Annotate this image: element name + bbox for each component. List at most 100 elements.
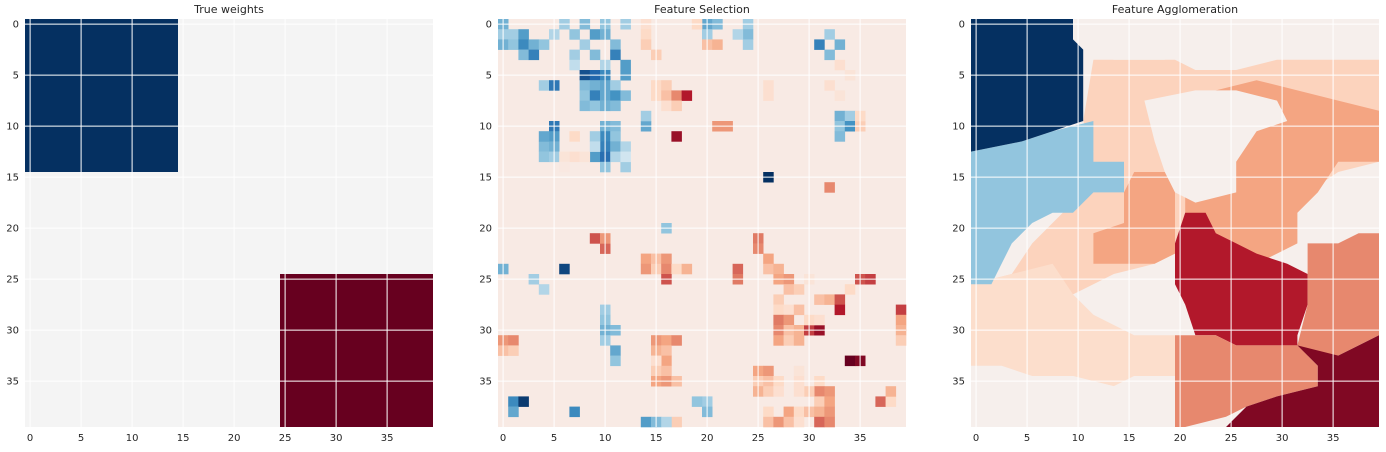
heatmap-cell [793,284,805,295]
x-tick-label: 20 [701,433,714,444]
y-tick-label: 0 [13,20,19,31]
heatmap-panel: 0 5 10 15 20 25 30 35 0 5 10 15 20 25 30 35 Feature Sele… [479,3,907,444]
heatmap-cell [875,396,886,407]
cluster-region [1297,233,1379,356]
heatmap-cell [671,90,682,101]
x-tick-label: 30 [1276,433,1289,444]
cluster-region [1073,19,1165,60]
heatmap-cell [844,355,856,367]
y-tick-label: 30 [6,326,19,337]
heatmap-cell [508,29,519,40]
heatmap-cell [538,284,550,295]
x-tick-label: 25 [1225,433,1238,444]
heatmap-cell [661,416,672,428]
x-tick-label: 15 [1123,433,1136,444]
heatmap-cell [691,396,703,407]
heatmap-cell [589,90,601,101]
x-tick-label: 20 [228,433,241,444]
heatmap-cell [518,29,529,40]
heatmap-cell [773,314,784,326]
x-tick-label: 5 [78,433,84,444]
heatmap-cell [732,29,744,40]
x-tick-label: 35 [854,433,867,444]
heatmap-cell [569,151,580,163]
heatmap-background [498,19,906,427]
heatmap-cell [508,39,519,50]
y-tick-label: 25 [952,275,965,286]
heatmap-cell [783,335,795,346]
x-tick-label: 35 [1327,433,1340,444]
heatmap-cell [518,396,529,407]
heatmap-cell [610,131,621,142]
heatmap-cell [538,131,550,142]
cluster-region [971,121,1124,285]
heatmap-cell [834,294,846,305]
y-tick-label: 20 [6,224,19,235]
heatmap-cell [885,396,897,407]
heatmap-cell [773,416,784,428]
heatmap-cell [538,151,550,163]
heatmap-cell [763,80,774,91]
heatmap-cell [834,131,846,142]
heatmap-cell [824,294,835,305]
heatmap-cell [640,29,652,40]
heatmap-cell [589,80,601,91]
heatmap-cell [589,131,601,142]
heatmap-cell [844,110,856,122]
heatmap-cell [508,335,519,346]
heatmap-cell [610,49,621,61]
heatmap-cell [773,304,784,316]
heatmap-cell [610,90,621,101]
heatmap-cell [773,294,784,305]
heatmap-cell [661,100,672,112]
heatmap-cell [814,416,825,428]
heatmap-cell [640,416,652,428]
heatmap-cell [508,396,519,407]
heatmap-cell [661,355,672,367]
heatmap-cell [824,396,835,407]
heatmap-cell [783,406,795,418]
heatmap-cell [681,263,693,275]
heatmap-cell [763,263,774,275]
x-tick-label: 5 [551,433,557,444]
heatmap-cell [569,29,580,40]
y-tick-label: 35 [479,377,492,388]
heatmap-cell [793,365,805,377]
heatmap-cell [579,100,591,112]
heatmap-cell [824,80,835,91]
heatmap-cell [773,386,784,397]
heatmap-cell [783,304,795,316]
heatmap-cell [773,263,784,275]
heatmap-cell [814,406,825,418]
heatmap-cell [528,39,540,50]
heatmap-cell [793,304,805,316]
x-tick-label: 15 [650,433,663,444]
y-tick-label: 0 [959,20,965,31]
heatmap-cell [538,141,550,152]
heatmap-cell [661,365,672,377]
y-tick-label: 10 [952,122,965,133]
heatmap-cell [589,233,601,244]
panel-title: Feature Selection [654,3,750,16]
heatmap-cell [681,90,693,101]
heatmap-cell [589,151,601,163]
y-tick-label: 15 [479,173,492,184]
heatmap-cell [742,29,754,40]
heatmap-cell [661,80,672,91]
heatmap-cell [783,314,795,326]
heatmap-cell [814,314,825,326]
x-tick-label: 0 [973,433,979,444]
x-tick-label: 10 [1072,433,1085,444]
heatmap-cell [661,335,672,346]
heatmap-cell [579,80,591,91]
y-tick-label: 10 [6,122,19,133]
heatmap-cell [640,263,652,275]
heatmap-cell [671,263,682,275]
heatmap-cell [559,263,570,275]
heatmap-cell [569,406,580,418]
heatmap-cell [783,284,795,295]
heatmap-cell [559,161,570,173]
y-tick-label: 15 [6,173,19,184]
x-tick-label: 35 [381,433,394,444]
